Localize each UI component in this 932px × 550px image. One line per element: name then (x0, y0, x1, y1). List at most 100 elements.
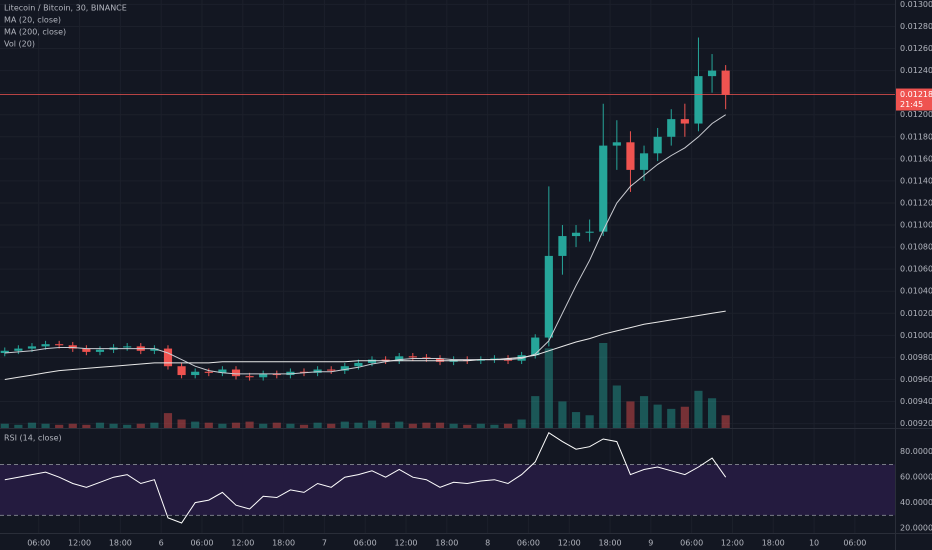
volume-bar (82, 424, 91, 428)
volume-bar (653, 404, 662, 428)
volume-bar (667, 408, 676, 428)
x-tick-label: 06:00 (517, 539, 540, 548)
x-tick-label: 18:00 (272, 539, 295, 548)
x-tick-label: 18:00 (599, 539, 622, 548)
rsi-title: RSI (14, close) (4, 434, 62, 443)
candle-body (354, 362, 363, 367)
candle-body (381, 359, 390, 361)
candle-body (463, 359, 472, 361)
candle-body (367, 359, 377, 363)
candle-body (476, 359, 485, 361)
volume-bar (299, 424, 309, 428)
candle-body (177, 366, 186, 376)
plot (0, 37, 730, 524)
x-tick-label: 12:00 (721, 539, 744, 548)
candle-body (571, 232, 581, 237)
chart-title: Litecoin / Bitcoin, 30, BINANCE (4, 4, 127, 13)
x-tick-label: 06:00 (190, 539, 213, 548)
volume-bar (340, 421, 349, 428)
volume-bar (721, 415, 730, 428)
x-tick-label: 18:00 (109, 539, 132, 548)
volume-bar (41, 423, 50, 428)
candle-body (340, 366, 349, 371)
volume-bar (626, 401, 635, 428)
x-tick-label: 6 (159, 539, 164, 548)
candle-body (41, 344, 50, 347)
volume-bar (694, 390, 703, 428)
candle-body (327, 369, 336, 371)
candle-body (163, 348, 173, 367)
x-tick-label: 7 (322, 539, 327, 548)
last-price-label: 0.012183 (900, 90, 932, 99)
volume-bar (449, 423, 458, 428)
candle-body (490, 358, 499, 360)
volume-bar (517, 419, 526, 428)
candle-body (395, 356, 404, 361)
x-tick-label: 06:00 (843, 539, 866, 548)
volume-bar (463, 424, 472, 428)
volume-bar (191, 421, 200, 428)
volume-bar (327, 423, 336, 428)
x-tick-label: 8 (485, 539, 490, 548)
candle-body (313, 369, 322, 373)
volume-bar (531, 396, 540, 428)
candle-body (422, 357, 431, 359)
candle-body (0, 350, 9, 353)
candle-body (259, 373, 268, 378)
moving-average-line (4, 114, 726, 375)
x-tick-label: 12:00 (394, 539, 417, 548)
volume-bar (544, 348, 553, 428)
volume-bar (367, 420, 377, 428)
x-tick-label: 9 (648, 539, 653, 548)
rsi-line (4, 431, 727, 524)
candle-body (558, 236, 567, 256)
countdown-label: 21:45 (900, 100, 923, 109)
volume-bar (612, 385, 621, 428)
volume-bar (55, 424, 64, 428)
volume-bar (503, 423, 513, 428)
x-tick-label: 06:00 (27, 539, 50, 548)
candle-body (218, 369, 227, 373)
legend-entry: Vol (20) (4, 40, 35, 49)
volume-bar (163, 413, 173, 428)
volume-bar (707, 398, 717, 428)
volume-bar (558, 401, 567, 428)
rsi-tick-label: 20.0000 (900, 524, 932, 533)
x-tick-label: 12:00 (231, 539, 254, 548)
candle-body (55, 344, 64, 346)
volume-bar (68, 423, 77, 428)
volume-bar (286, 423, 295, 428)
volume-bar (14, 424, 23, 428)
candle-body (272, 373, 281, 376)
legend-entry: MA (20, close) (4, 16, 61, 25)
volume-bar (259, 423, 268, 428)
candle-body (95, 349, 105, 352)
volume-bar (109, 423, 118, 428)
volume-bar (354, 422, 363, 428)
candle-body (408, 356, 417, 358)
labels: Litecoin / Bitcoin, 30, BINANCE MA (20, … (4, 4, 127, 443)
volume-bar (136, 423, 145, 428)
x-tick-label: 18:00 (762, 539, 785, 548)
rsi-band (0, 464, 895, 516)
volume-bar (245, 421, 254, 428)
x-tick-label: 12:00 (558, 539, 581, 548)
volume-bar (422, 422, 431, 428)
volume-bar (476, 423, 485, 428)
candle-body (544, 255, 553, 338)
volume-bar (639, 396, 649, 428)
candle-body (680, 119, 689, 124)
